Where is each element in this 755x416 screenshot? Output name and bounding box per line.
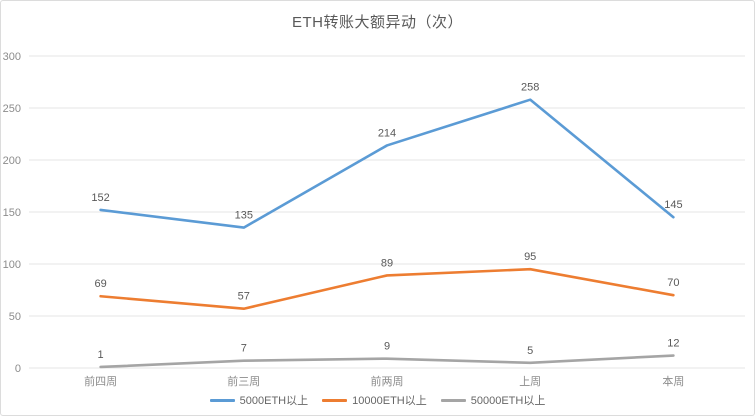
- data-label: 214: [378, 127, 396, 139]
- chart-legend: 5000ETH以上 10000ETH以上 50000ETH以上: [1, 392, 754, 408]
- x-axis-label: 前两周: [371, 374, 404, 388]
- data-label: 70: [667, 277, 679, 289]
- data-label: 152: [91, 192, 109, 204]
- legend-label: 5000ETH以上: [239, 395, 309, 407]
- data-label: 57: [238, 291, 250, 303]
- x-axis-label: 上周: [519, 375, 541, 388]
- data-label: 135: [235, 210, 253, 222]
- y-axis-tick-label: 0: [15, 363, 21, 375]
- data-label: 95: [524, 251, 536, 263]
- y-axis-tick-label: 100: [3, 259, 21, 271]
- y-axis-tick-label: 200: [3, 155, 21, 167]
- x-axis-label: 本周: [662, 374, 684, 388]
- y-axis-tick-label: 250: [3, 103, 21, 115]
- data-label: 1: [98, 349, 104, 361]
- x-axis-label: 前三周: [227, 374, 260, 388]
- y-axis-tick-label: 50: [9, 311, 21, 323]
- data-label: 9: [384, 341, 390, 353]
- x-axis-label: 前四周: [84, 374, 117, 388]
- legend-line-swatch-gray: [440, 398, 466, 402]
- data-label: 69: [94, 278, 106, 290]
- data-label: 12: [667, 338, 679, 350]
- legend-label: 50000ETH以上: [470, 395, 546, 407]
- legend-item-5000eth[interactable]: 5000ETH以上: [209, 392, 309, 408]
- chart-title: ETH转账大额异动（次）: [291, 14, 463, 31]
- data-label: 258: [521, 82, 539, 94]
- legend-line-swatch-orange: [322, 398, 348, 402]
- y-axis-tick-label: 300: [3, 51, 21, 63]
- legend-label: 10000ETH以上: [352, 395, 427, 407]
- y-axis-tick-label: 150: [3, 207, 21, 219]
- legend-item-10000eth[interactable]: 10000ETH以上: [322, 392, 427, 408]
- legend-item-50000eth[interactable]: 50000ETH以上: [440, 392, 546, 408]
- series-line-5000ETH以上: [99, 98, 675, 229]
- data-label: 89: [381, 257, 393, 269]
- series-line-10000ETH以上: [99, 267, 675, 311]
- data-label: 7: [241, 343, 247, 355]
- series-line-50000ETH以上: [99, 354, 675, 369]
- data-label: 145: [664, 199, 682, 211]
- legend-line-swatch-blue: [209, 398, 235, 402]
- data-label: 5: [527, 345, 533, 357]
